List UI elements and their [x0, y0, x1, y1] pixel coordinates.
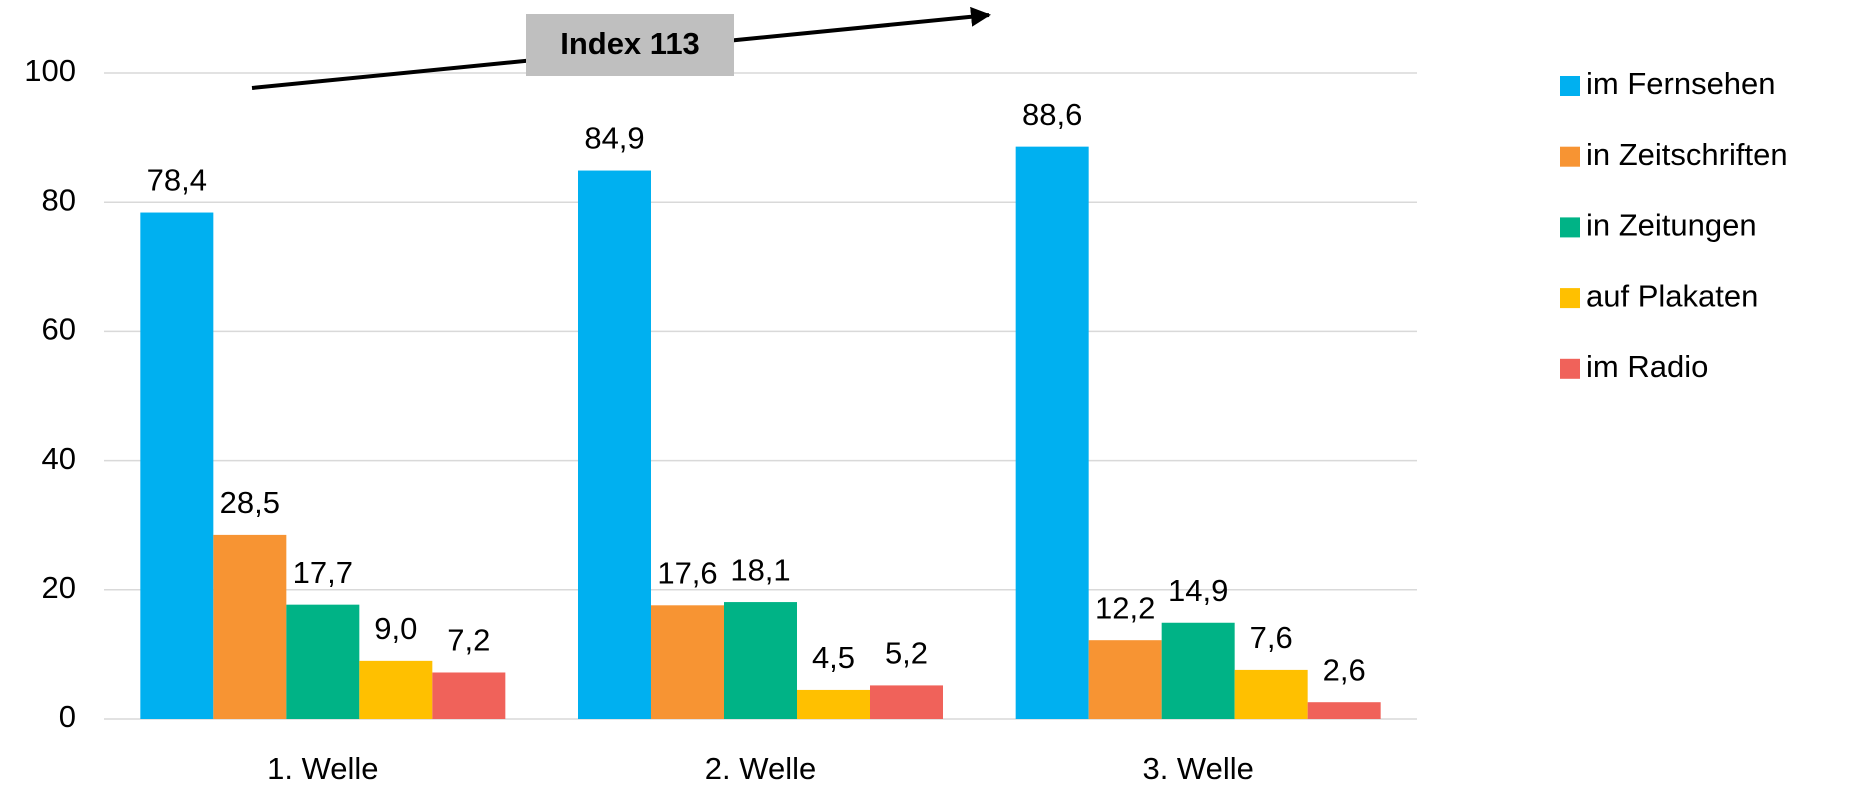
bar	[432, 672, 506, 719]
y-tick-label: 40	[42, 441, 76, 476]
data-label: 2,6	[1323, 652, 1366, 687]
data-label: 4,5	[812, 640, 855, 675]
legend-label: auf Plakaten	[1586, 278, 1758, 313]
bar	[797, 689, 870, 719]
y-tick-label: 60	[42, 312, 76, 347]
plot-area: 0 20 40 60 80 100 1. Welle 78,4 28,5 17,7 9,0 7,2 2.…	[24, 53, 1787, 786]
bar	[140, 212, 214, 719]
y-tick-label: 80	[42, 182, 76, 217]
bar	[1015, 146, 1089, 720]
bar	[213, 534, 287, 719]
y-tick-label: 20	[42, 570, 76, 605]
data-label: 7,2	[447, 623, 490, 658]
data-label: 12,2	[1095, 590, 1155, 625]
bar	[724, 602, 797, 719]
data-label: 78,4	[147, 163, 207, 198]
legend-swatch	[1560, 217, 1580, 238]
x-tick-label: 2. Welle	[705, 751, 816, 786]
data-label: 9,0	[374, 611, 417, 646]
bar	[1234, 669, 1308, 719]
bar	[1161, 622, 1235, 719]
bar	[651, 605, 724, 719]
x-tick-label: 3. Welle	[1142, 751, 1253, 786]
data-label: 14,9	[1168, 573, 1228, 608]
data-label: 7,6	[1250, 620, 1293, 655]
bar	[286, 604, 360, 719]
legend-label: in Zeitungen	[1586, 208, 1757, 243]
bar	[359, 660, 433, 719]
x-tick-label: 1. Welle	[267, 751, 378, 786]
legend-label: im Fernsehen	[1586, 66, 1776, 101]
bar	[1307, 702, 1381, 719]
bar	[578, 170, 651, 719]
bar	[1088, 640, 1162, 719]
data-label: 88,6	[1022, 97, 1082, 132]
data-label: 5,2	[885, 636, 928, 671]
annotation: Index 113	[560, 26, 700, 61]
legend-swatch	[1560, 146, 1580, 167]
data-label: 17,6	[657, 555, 717, 590]
legend-label: im Radio	[1586, 349, 1708, 384]
legend-swatch	[1560, 76, 1580, 96]
data-label: 84,9	[584, 121, 644, 156]
data-label: 17,7	[293, 555, 353, 590]
y-tick-label: 0	[59, 699, 76, 734]
legend-swatch	[1560, 358, 1580, 379]
bar	[870, 685, 943, 719]
legend-label: in Zeitschriften	[1586, 137, 1788, 172]
annotation-box	[526, 14, 734, 76]
data-label: 18,1	[730, 552, 790, 587]
y-tick-label: 100	[24, 53, 76, 88]
legend-swatch	[1560, 288, 1580, 309]
data-label: 28,5	[220, 485, 280, 520]
